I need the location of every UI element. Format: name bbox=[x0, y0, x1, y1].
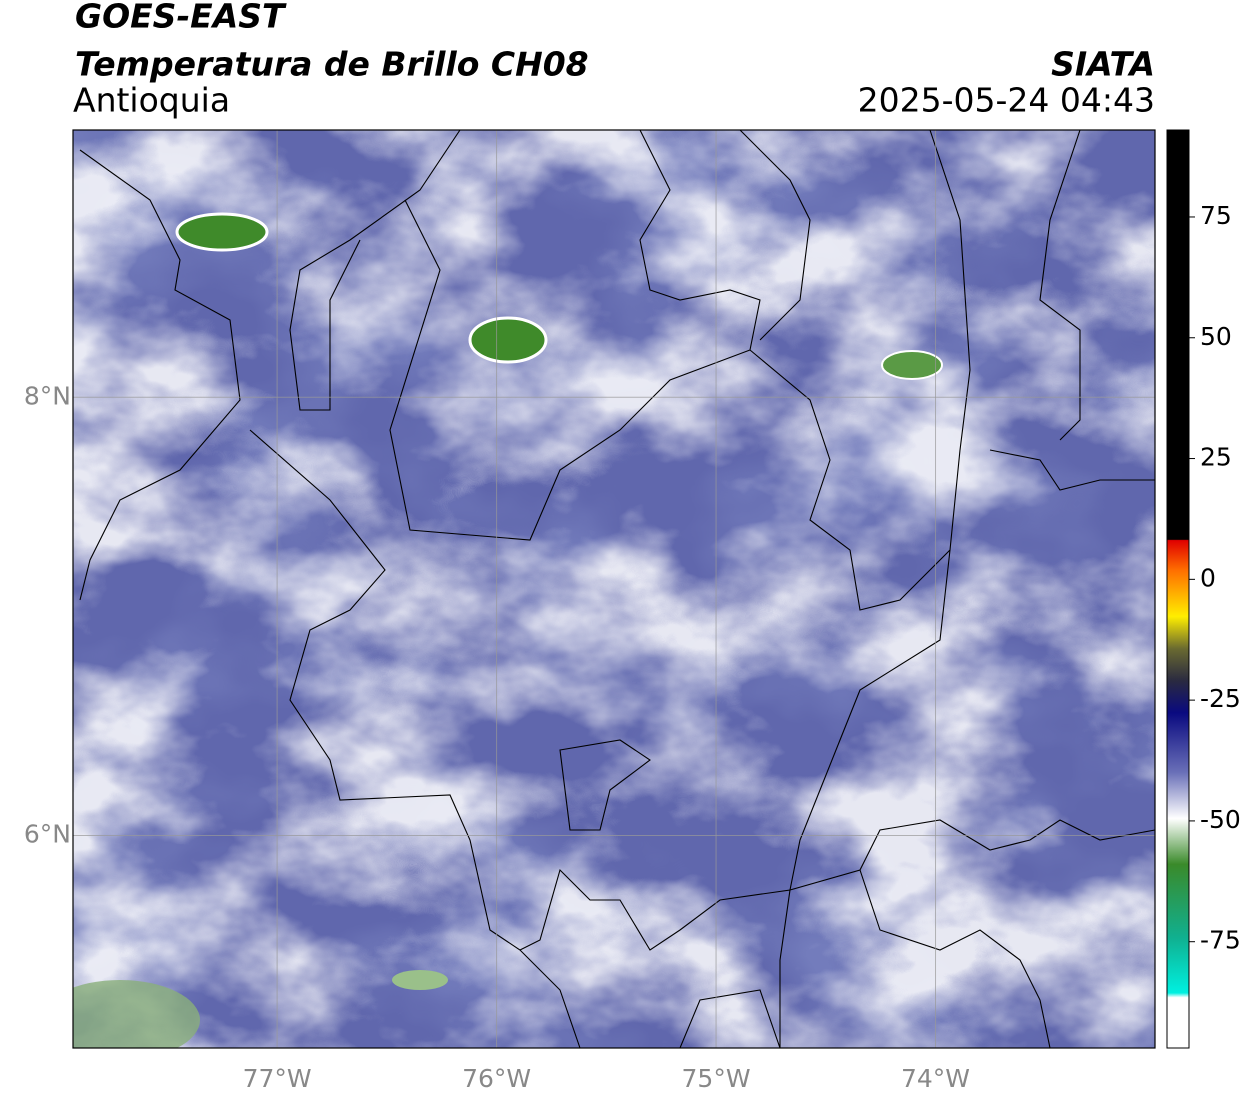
map-frame bbox=[72, 129, 1156, 1049]
colorbar-tick-label: 75 bbox=[1200, 201, 1232, 230]
boundary bbox=[739, 130, 811, 341]
colorbar-tick-label: -25 bbox=[1200, 684, 1241, 713]
boundary bbox=[789, 819, 1155, 891]
colorbar-tick-label: 50 bbox=[1200, 322, 1232, 351]
boundary bbox=[249, 429, 581, 1048]
boundary bbox=[559, 739, 651, 831]
warm-areas bbox=[73, 130, 1155, 1048]
source: SIATA bbox=[1051, 45, 1155, 84]
lat-tick-label: 8°N bbox=[24, 381, 71, 410]
boundary bbox=[679, 889, 791, 1048]
colorbar-tick-label: 25 bbox=[1200, 443, 1232, 472]
green-patch bbox=[468, 316, 548, 364]
graticule bbox=[73, 130, 1155, 1048]
region: Antioquia bbox=[73, 81, 230, 120]
colorbar-tick-label: -50 bbox=[1200, 805, 1241, 834]
lon-tick-label: 77°W bbox=[243, 1064, 312, 1093]
green-patch bbox=[881, 350, 943, 380]
boundary bbox=[749, 130, 971, 611]
colorbar-tick-label: 0 bbox=[1200, 563, 1216, 592]
boundary bbox=[519, 549, 951, 951]
lat-tick-label: 6°N bbox=[24, 819, 71, 848]
colorbar-tick-label: -75 bbox=[1200, 926, 1241, 955]
green-patch bbox=[175, 212, 269, 252]
boundary bbox=[859, 869, 1051, 1048]
lon-tick-label: 76°W bbox=[462, 1064, 531, 1093]
timestamp: 2025-05-24 04:43 bbox=[858, 81, 1155, 120]
boundary bbox=[389, 130, 761, 541]
borders bbox=[79, 130, 1155, 1048]
boundary bbox=[989, 130, 1155, 491]
colorbar bbox=[1166, 129, 1190, 1049]
title: GOES-EAST bbox=[75, 0, 287, 36]
coastline bbox=[289, 130, 461, 411]
green-patch bbox=[73, 980, 200, 1048]
lon-tick-label: 75°W bbox=[682, 1064, 751, 1093]
map-image bbox=[73, 130, 1155, 1048]
green-patch bbox=[392, 970, 448, 990]
subtitle: Temperatura de Brillo CH08 bbox=[75, 45, 589, 84]
lon-tick-label: 74°W bbox=[901, 1064, 970, 1093]
coastline bbox=[79, 149, 241, 601]
